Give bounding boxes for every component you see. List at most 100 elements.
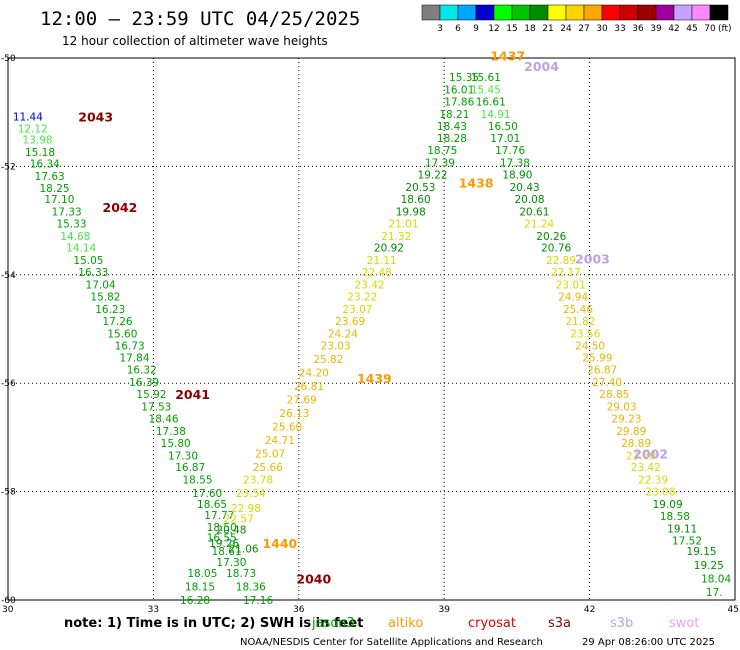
data-point-jason3: 14.68	[60, 231, 90, 243]
data-point-s3b: 24.94	[558, 291, 588, 303]
data-point-altika: 18.75	[427, 145, 457, 157]
colorbar-label: 39	[650, 24, 662, 34]
colorbar-swatch	[583, 4, 603, 21]
colorbar-swatch	[709, 4, 729, 21]
data-point-jason3: 18.25	[40, 183, 70, 195]
data-point-s3b: 20.43	[510, 182, 540, 194]
colorbar-swatch	[673, 4, 693, 21]
satellite-altiko: altiko	[388, 616, 423, 631]
data-point-s3b: 21.24	[524, 218, 554, 230]
data-point-jason3: 15.60	[107, 328, 137, 340]
data-point-jason3: 17.38	[156, 426, 186, 438]
data-point-s3b: 16.61	[476, 96, 506, 108]
data-point-altika: 25.66	[253, 462, 283, 474]
colorbar-swatch	[637, 4, 657, 21]
data-point-s3b: 26.87	[587, 365, 617, 377]
footer-timestamp: 29 Apr 08:26:00 UTC 2025	[582, 637, 715, 648]
x-axis: 30 33 36 39 42 45	[2, 605, 739, 615]
satellite-cryosat: cryosat	[468, 616, 516, 631]
colorbar-swatch	[601, 4, 621, 21]
data-point-jason3: 16.23	[95, 304, 125, 316]
colorbar-label: 12	[488, 24, 499, 34]
colorbar-swatch	[493, 4, 513, 21]
data-point-jason3: 16.87	[175, 462, 205, 474]
colorbar-label: 70	[704, 24, 716, 34]
data-point-altika: 24.71	[265, 435, 295, 447]
pass-label: 2002	[633, 447, 668, 462]
colorbar-label: 33	[614, 24, 625, 34]
data-point-jason3: 15.80	[161, 438, 191, 450]
data-point-s3b: 16.50	[488, 121, 518, 133]
data-point-jason3: 17.33	[52, 206, 82, 218]
data-point-jason3: 16.73	[115, 340, 145, 352]
data-point-s3b: 29.89	[616, 426, 646, 438]
data-point-altika: 25.60	[272, 422, 302, 434]
data-point-jason3: 14.14	[66, 243, 96, 255]
data-point-altika: 26.81	[294, 381, 324, 393]
data-point-altika: 27.69	[287, 394, 317, 406]
data-point-altika: 17.86	[444, 96, 474, 108]
data-point-s3b: 23.60	[626, 450, 656, 462]
colorbar-swatch	[475, 4, 495, 21]
data-point-s3b: 15.61	[471, 72, 501, 84]
data-point-jason3: 18.55	[182, 475, 212, 487]
data-point-jason3: 15.92	[136, 389, 166, 401]
data-point-altika: 17.39	[425, 158, 455, 170]
data-point-altika: 23.54	[236, 488, 266, 500]
colorbar-label: 9	[473, 24, 479, 34]
data-point-s3b: 18.04	[701, 573, 731, 585]
colorbar-swatch	[547, 4, 567, 21]
data-point-altika: 15.35	[449, 72, 479, 84]
data-point-s3b: 17.52	[672, 535, 702, 547]
data-point-jason3: 18.46	[149, 413, 179, 425]
y-tick-label: -60	[1, 596, 16, 606]
data-point-s3b: 24.50	[575, 340, 605, 352]
data-point-jason3: 16.33	[78, 267, 108, 279]
colorbar-swatch	[439, 4, 459, 21]
data-point-s3b: 18.90	[502, 170, 532, 182]
plot-frame	[7, 57, 736, 601]
colorbar-swatch	[529, 4, 549, 21]
data-point-jason3: 17.30	[168, 450, 198, 462]
colorbar: 3 6 9 12 15 18 21 24 27 30 33 36 39 42 45 70 (ft)	[421, 4, 732, 34]
data-point-s3b: 25.46	[563, 304, 593, 316]
data-point-s3b: 15.45	[471, 84, 501, 96]
colorbar-label: 3	[437, 24, 443, 34]
data-point-jason3: 17.63	[35, 171, 65, 183]
data-point-s3b: 22.17	[551, 267, 581, 279]
x-tick-label: 36	[293, 605, 305, 615]
data-point-altika: 24.24	[328, 328, 358, 340]
data-point-altika: 25.07	[255, 449, 285, 461]
colorbar-label: 30	[596, 24, 608, 34]
data-point-altika: 23.07	[342, 304, 372, 316]
pass-label: 2042	[103, 200, 138, 215]
data-point-jason3: 18.61	[212, 546, 242, 558]
pass-label: 2041	[175, 387, 210, 402]
data-point-s3b: 23.08	[645, 487, 675, 499]
data-point-s3b: 20.76	[541, 243, 571, 255]
colorbar-swatch	[421, 4, 441, 21]
data-point-jason3: 17.84	[119, 353, 149, 365]
data-point-s3b: 20.26	[536, 231, 566, 243]
data-point-s3b: 28.89	[621, 438, 651, 450]
data-point-altika: 22.98	[231, 503, 261, 515]
data-point-altika: 21.06	[229, 544, 259, 556]
x-tick-label: 42	[584, 605, 595, 615]
data-point-jason3: 17.16	[243, 595, 273, 607]
data-point-altika: 20.53	[405, 182, 435, 194]
colorbar-label: 6	[455, 24, 461, 34]
pass-label: 1438	[459, 176, 494, 191]
pass-label: 1439	[357, 371, 392, 386]
data-point-jason3: 18.36	[236, 581, 266, 593]
data-point-altika: 23.03	[321, 340, 351, 352]
colorbar-swatch	[655, 4, 675, 21]
satellite-s3a: s3a	[548, 616, 571, 631]
colorbar-label: 27	[578, 24, 589, 34]
colorbar-label: 42	[668, 24, 679, 34]
data-point-s3b: 20.08	[514, 194, 544, 206]
satellite-s3b: s3b	[610, 616, 633, 631]
data-point-s3b: 19.11	[667, 523, 697, 535]
x-tick-label: 39	[438, 605, 450, 615]
data-point-jason3: 18.73	[226, 568, 256, 580]
